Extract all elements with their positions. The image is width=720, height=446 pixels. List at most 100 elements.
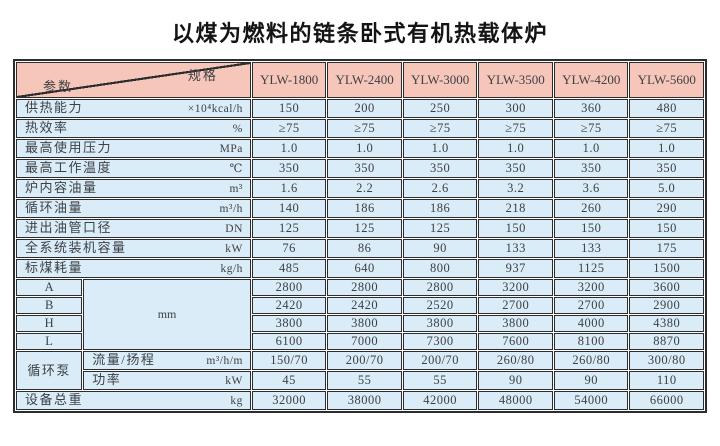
row-label: 流量/扬程 <box>92 352 156 367</box>
row-unit: ×10⁴kcal/h <box>187 103 243 115</box>
value-cell: 1.0 <box>402 139 478 158</box>
value-cell: 5.0 <box>629 179 704 198</box>
value-cell: 260/80 <box>478 351 553 370</box>
value-cell: 300 <box>478 99 553 118</box>
value-cell: 360 <box>553 99 629 118</box>
value-cell: 250 <box>402 99 478 118</box>
value-cell: 260/80 <box>553 351 629 370</box>
row-unit: ℃ <box>229 163 243 175</box>
value-cell: ≥75 <box>553 119 629 138</box>
value-cell: 125 <box>251 219 327 238</box>
value-cell: 125 <box>327 219 402 238</box>
value-cell: 2800 <box>251 279 327 296</box>
table-row: 进出油管口径 DN 125 125 125 150 150 150 <box>16 219 704 238</box>
model-column-header: YLW-1800 <box>251 62 327 98</box>
row-label: 最高工作温度 <box>25 160 113 175</box>
model-column-header: YLW-4200 <box>553 62 629 98</box>
value-cell: 218 <box>478 199 553 218</box>
value-cell: ≥75 <box>478 119 553 138</box>
value-cell: 1.0 <box>251 139 327 158</box>
value-cell: 150 <box>553 219 629 238</box>
value-cell: 110 <box>629 371 704 390</box>
value-cell: 48000 <box>478 391 553 410</box>
row-unit: % <box>232 123 243 135</box>
value-cell: 3800 <box>251 315 327 332</box>
value-cell: 2420 <box>251 297 327 314</box>
value-cell: 2800 <box>327 279 402 296</box>
spec-table: 规格 参数 YLW-1800 YLW-2400 YLW-3000 YLW-350… <box>13 59 707 413</box>
value-cell: 2.6 <box>402 179 478 198</box>
table-row: 最高使用压力 MPa 1.0 1.0 1.0 1.0 1.0 1.0 <box>16 139 704 158</box>
value-cell: 300/80 <box>629 351 704 370</box>
table-row: 设备总重 kg 32000 38000 42000 48000 54000 66000 <box>16 391 704 410</box>
row-label: 标煤耗量 <box>25 260 84 275</box>
table-row: L 6100 7000 7300 7600 8100 8870 <box>16 333 704 350</box>
value-cell: 7000 <box>327 333 402 350</box>
value-cell: 125 <box>402 219 478 238</box>
corner-param-label: 参数 <box>43 79 74 94</box>
row-unit: m³/h/m <box>206 355 243 367</box>
table-row: 功率 kW 45 55 55 90 90 110 <box>16 371 704 390</box>
value-cell: 4380 <box>629 315 704 332</box>
model-column-header: YLW-3500 <box>478 62 553 98</box>
row-label-wrap: 流量/扬程 m³/h/m <box>84 352 250 369</box>
value-cell: 1.0 <box>553 139 629 158</box>
table-row: B 2420 2420 2520 2700 2700 2900 <box>16 297 704 314</box>
value-cell: ≥75 <box>327 119 402 138</box>
value-cell: 200/70 <box>402 351 478 370</box>
model-column-header: YLW-5600 <box>629 62 704 98</box>
value-cell: 3.2 <box>478 179 553 198</box>
row-unit: m³ <box>229 183 243 195</box>
row-label: 设备总重 <box>25 392 84 407</box>
table-row: 最高工作温度 ℃ 350 350 350 350 350 350 <box>16 159 704 178</box>
row-label-wrap: 循环油量 m³/h <box>17 200 250 217</box>
row-label-cell: 最高使用压力 MPa <box>16 139 251 158</box>
row-label-cell: 循环油量 m³/h <box>16 199 251 218</box>
value-cell: 1125 <box>553 259 629 278</box>
table-row: 热效率% ≥75 ≥75 ≥75 ≥75 ≥75 ≥75 <box>16 119 704 138</box>
table-row: H 3800 3800 3800 3800 4000 4380 <box>16 315 704 332</box>
row-label: 热效率 <box>25 120 69 135</box>
value-cell: 186 <box>327 199 402 218</box>
row-label: 最高使用压力 <box>25 140 113 155</box>
value-cell: 2.2 <box>327 179 402 198</box>
row-label-cell: 最高工作温度 ℃ <box>16 159 251 178</box>
value-cell: 1.0 <box>327 139 402 158</box>
value-cell: 2700 <box>553 297 629 314</box>
row-unit: DN <box>225 223 243 235</box>
page: 以煤为燃料的链条卧式有机热载体炉 规格 参数 YLW-1800 YLW-2400… <box>0 16 720 413</box>
value-cell: 32000 <box>251 391 327 410</box>
value-cell: 350 <box>327 159 402 178</box>
row-label-cell: 进出油管口径 DN <box>16 219 251 238</box>
value-cell: 150 <box>478 219 553 238</box>
value-cell: 150/70 <box>251 351 327 370</box>
value-cell: 38000 <box>327 391 402 410</box>
row-label-cell: 炉内容油量 m³ <box>16 179 251 198</box>
value-cell: 1.0 <box>629 139 704 158</box>
row-unit: kg <box>230 395 243 407</box>
value-cell: 480 <box>629 99 704 118</box>
corner-spec-label: 规格 <box>187 68 218 83</box>
row-label-cell: 全系统装机容量 kW <box>16 239 251 258</box>
row-label-wrap: 进出油管口径 DN <box>17 220 250 237</box>
row-label-wrap: 全系统装机容量 kW <box>17 240 250 257</box>
row-unit: kg/h <box>220 263 243 275</box>
value-cell: 3800 <box>327 315 402 332</box>
row-label-cell: 功率 kW <box>83 371 251 390</box>
value-cell: 485 <box>251 259 327 278</box>
row-label-wrap: 炉内容油量 m³ <box>17 180 250 197</box>
value-cell: 350 <box>553 159 629 178</box>
header-row: 规格 参数 YLW-1800 YLW-2400 YLW-3000 YLW-350… <box>16 62 704 98</box>
value-cell: 290 <box>629 199 704 218</box>
value-cell: 3200 <box>478 279 553 296</box>
row-unit: m³/h <box>219 203 243 215</box>
dimension-letter: L <box>16 333 83 350</box>
value-cell: 200/70 <box>327 351 402 370</box>
row-label-wrap: 设备总重 kg <box>17 392 250 409</box>
value-cell: 66000 <box>629 391 704 410</box>
row-label: 供热能力 <box>25 100 84 115</box>
row-label: 炉内容油量 <box>25 180 98 195</box>
row-label: 功率 <box>92 372 122 387</box>
table-row: 炉内容油量 m³ 1.6 2.2 2.6 3.2 3.6 5.0 <box>16 179 704 198</box>
row-label-cell: 热效率% <box>16 119 251 138</box>
